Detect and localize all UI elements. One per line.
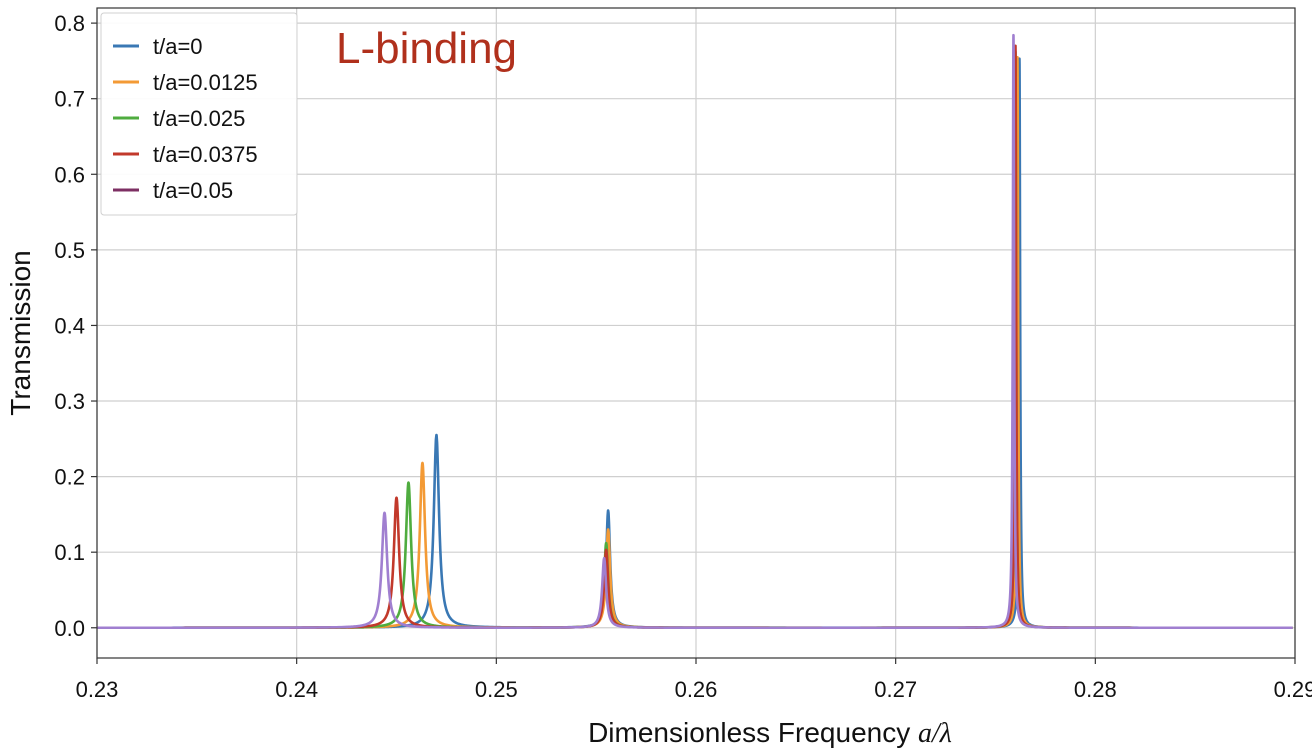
series-line-4 [97, 33, 1293, 630]
legend-label: t/a=0 [153, 34, 203, 59]
y-tick-label: 0.7 [54, 87, 85, 112]
legend-label: t/a=0.0375 [153, 142, 258, 167]
legend-label: t/a=0.0125 [153, 70, 258, 95]
y-tick-label: 0.2 [54, 465, 85, 490]
legend-label: t/a=0.05 [153, 178, 233, 203]
x-tick-label: 0.24 [275, 677, 318, 702]
x-axis-title: Dimensionless Frequency a/λ [588, 717, 952, 749]
y-tick-label: 0.5 [54, 238, 85, 263]
x-tick-label: 0.29 [1274, 677, 1312, 702]
x-tick-label: 0.25 [475, 677, 518, 702]
y-tick-label: 0.6 [54, 162, 85, 187]
x-tick-label: 0.23 [76, 677, 119, 702]
y-axis-title: Transmission [5, 250, 36, 415]
y-tick-label: 0.3 [54, 389, 85, 414]
legend-items: t/a=0 t/a=0.0125 t/a=0.025 t/a=0.0375 t/a=0.… [113, 34, 258, 203]
y-tick-label: 0.8 [54, 11, 85, 36]
y-tick-label: 0.4 [54, 313, 85, 338]
legend-label: t/a=0.025 [153, 106, 245, 131]
x-axis: 0.23 0.24 0.25 0.26 0.27 0.28 0.29 [76, 658, 1312, 702]
x-tick-label: 0.27 [874, 677, 917, 702]
y-axis: 0.0 0.1 0.2 0.3 0.4 0.5 0.6 0.7 0.8 [54, 11, 97, 641]
chart-annotation: L-binding [336, 24, 517, 73]
x-axis-math: a/λ [918, 718, 952, 749]
y-tick-label: 0.1 [54, 540, 85, 565]
x-tick-label: 0.26 [675, 677, 718, 702]
legend: t/a=0 t/a=0.0125 t/a=0.025 t/a=0.0375 t/a=0.… [100, 12, 298, 216]
y-tick-label: 0.0 [54, 616, 85, 641]
x-tick-label: 0.28 [1074, 677, 1117, 702]
series-lines [97, 33, 1293, 630]
legend-box [100, 12, 298, 216]
